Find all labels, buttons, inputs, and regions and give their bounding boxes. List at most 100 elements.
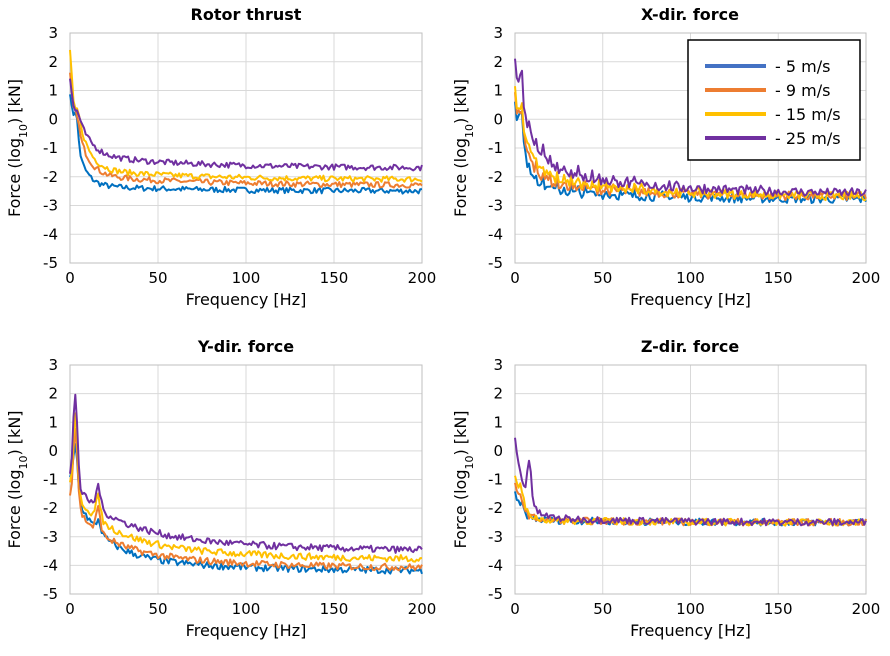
x-tick-label: 0 bbox=[510, 269, 520, 287]
y-tick-label: -4 bbox=[43, 556, 58, 574]
legend-label: - 25 m/s bbox=[775, 129, 841, 148]
y-tick-label: -1 bbox=[488, 471, 503, 489]
y-axis-label-unit: ) [kN] bbox=[5, 79, 24, 124]
y-tick-label: 3 bbox=[493, 356, 503, 374]
series-line-25-m-s bbox=[514, 437, 867, 527]
y-tick-label: 2 bbox=[493, 53, 503, 71]
y-axis-label: Force (log10) [kN] bbox=[451, 79, 476, 217]
y-tick-label: -3 bbox=[488, 197, 503, 215]
x-tick-label: 200 bbox=[852, 269, 881, 287]
y-tick-label: 1 bbox=[48, 82, 58, 100]
y-tick-label: -4 bbox=[488, 556, 503, 574]
y-tick-label: 1 bbox=[493, 413, 503, 431]
legend: - 5 m/s - 9 m/s - 15 m/s - 25 m/s bbox=[687, 39, 861, 161]
x-tick-label: 150 bbox=[764, 269, 793, 287]
y-tick-label: 2 bbox=[493, 385, 503, 403]
y-tick-label: -5 bbox=[488, 254, 503, 272]
y-tick-label: 0 bbox=[493, 110, 503, 128]
y-tick-label: 1 bbox=[48, 413, 58, 431]
x-tick-label: 100 bbox=[676, 269, 705, 287]
series-line-9-m-s bbox=[69, 427, 423, 572]
x-axis-label: Frequency [Hz] bbox=[186, 290, 307, 309]
y-tick-label: 1 bbox=[493, 82, 503, 100]
legend-label: - 9 m/s bbox=[775, 81, 830, 100]
y-axis-label-unit: ) [kN] bbox=[451, 79, 470, 124]
x-tick-label: 200 bbox=[408, 600, 437, 618]
x-tick-label: 150 bbox=[320, 600, 349, 618]
series-line-25-m-s bbox=[69, 393, 423, 554]
y-tick-label: -2 bbox=[43, 168, 58, 186]
x-tick-label: 200 bbox=[408, 269, 437, 287]
y-axis-label-subscript: 10 bbox=[463, 124, 476, 138]
x-axis-label: Frequency [Hz] bbox=[630, 290, 751, 309]
y-tick-label: -5 bbox=[43, 585, 58, 603]
y-tick-label: -1 bbox=[488, 139, 503, 157]
series-line-9-m-s bbox=[69, 72, 423, 189]
series-line-5-m-s bbox=[514, 101, 867, 204]
y-tick-label: -2 bbox=[43, 499, 58, 517]
y-axis-label-unit: ) [kN] bbox=[5, 410, 24, 455]
series-line-15-m-s bbox=[514, 86, 867, 202]
chart-title: Z-dir. force bbox=[641, 337, 739, 356]
x-axis-label: Frequency [Hz] bbox=[630, 621, 751, 640]
series-line-25-m-s bbox=[514, 58, 867, 197]
y-tick-label: -3 bbox=[43, 528, 58, 546]
x-tick-label: 50 bbox=[148, 269, 167, 287]
y-tick-label: -3 bbox=[43, 197, 58, 215]
y-axis-label-main: Force (log bbox=[451, 138, 470, 217]
x-tick-label: 0 bbox=[65, 600, 75, 618]
x-tick-label: 0 bbox=[510, 600, 520, 618]
y-tick-label: 3 bbox=[493, 24, 503, 42]
y-axis-label-main: Force (log bbox=[5, 470, 24, 549]
y-tick-label: -3 bbox=[488, 528, 503, 546]
series-line-15-m-s bbox=[69, 49, 423, 183]
y-axis-label-subscript: 10 bbox=[463, 456, 476, 470]
x-tick-label: 100 bbox=[232, 269, 261, 287]
legend-label: - 5 m/s bbox=[775, 57, 830, 76]
y-axis-label-subscript: 10 bbox=[17, 124, 30, 138]
chart-title: Rotor thrust bbox=[191, 5, 302, 24]
legend-label: - 15 m/s bbox=[775, 105, 841, 124]
y-tick-label: 0 bbox=[48, 110, 58, 128]
y-axis-label: Force (log10) [kN] bbox=[5, 410, 30, 548]
y-tick-label: -2 bbox=[488, 168, 503, 186]
x-tick-label: 150 bbox=[764, 600, 793, 618]
y-axis-label-main: Force (log bbox=[451, 470, 470, 549]
x-tick-label: 150 bbox=[320, 269, 349, 287]
x-axis-label: Frequency [Hz] bbox=[186, 621, 307, 640]
chart-title: Y-dir. force bbox=[197, 337, 294, 356]
y-tick-label: -2 bbox=[488, 499, 503, 517]
y-tick-label: -5 bbox=[488, 585, 503, 603]
series-line-9-m-s bbox=[514, 92, 867, 202]
chart-title: X-dir. force bbox=[641, 5, 739, 24]
y-tick-label: -1 bbox=[43, 471, 58, 489]
y-tick-label: 2 bbox=[48, 385, 58, 403]
y-axis-label-unit: ) [kN] bbox=[451, 410, 470, 455]
y-tick-label: 3 bbox=[48, 24, 58, 42]
series-line-25-m-s bbox=[69, 78, 423, 172]
x-tick-label: 50 bbox=[593, 600, 612, 618]
series-line-5-m-s bbox=[69, 94, 423, 195]
y-axis-label: Force (log10) [kN] bbox=[451, 410, 476, 548]
x-tick-label: 50 bbox=[148, 600, 167, 618]
y-tick-label: 0 bbox=[493, 442, 503, 460]
y-tick-label: -4 bbox=[43, 225, 58, 243]
y-axis-label-subscript: 10 bbox=[17, 456, 30, 470]
y-axis-label-main: Force (log bbox=[5, 138, 24, 217]
y-tick-label: -1 bbox=[43, 139, 58, 157]
x-tick-label: 100 bbox=[232, 600, 261, 618]
y-tick-label: 2 bbox=[48, 53, 58, 71]
x-tick-label: 0 bbox=[65, 269, 75, 287]
y-axis-label: Force (log10) [kN] bbox=[5, 79, 30, 217]
y-tick-label: 0 bbox=[48, 442, 58, 460]
series-line-15-m-s bbox=[69, 412, 422, 563]
plot-frame bbox=[514, 32, 867, 264]
y-tick-label: -5 bbox=[43, 254, 58, 272]
y-tick-label: 3 bbox=[48, 356, 58, 374]
x-tick-label: 50 bbox=[593, 269, 612, 287]
